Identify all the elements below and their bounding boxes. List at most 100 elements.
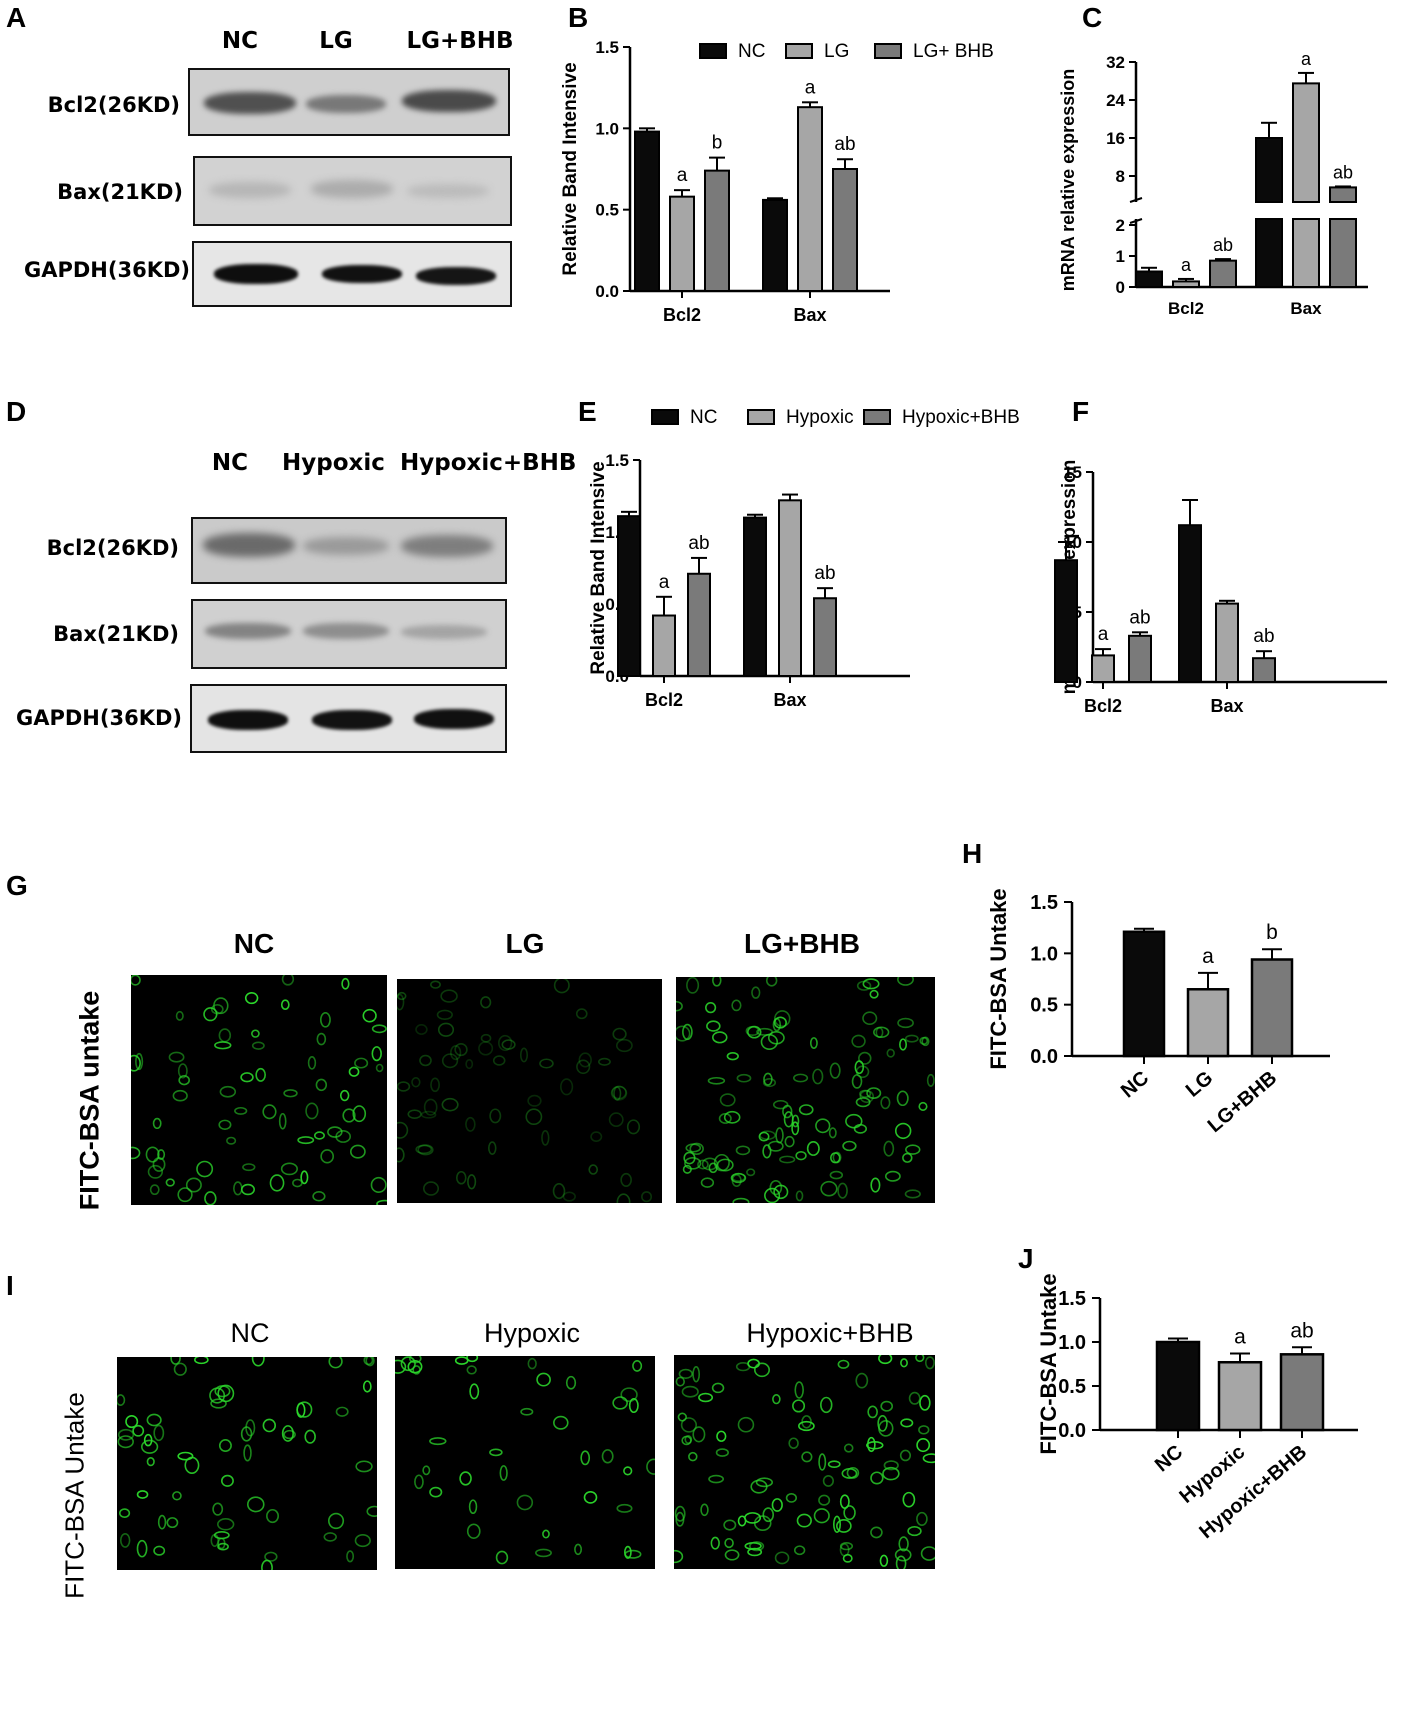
blot-band — [322, 265, 402, 283]
fluorescent-cells — [676, 977, 935, 1203]
fluorescent-cell — [839, 1494, 850, 1510]
fluorescent-cell — [220, 1474, 234, 1487]
fluorescent-cell — [407, 1359, 423, 1374]
fluorescent-cell — [611, 1085, 627, 1100]
fluorescent-cell — [900, 1358, 908, 1368]
blot-band — [416, 267, 496, 285]
fluorescent-cell — [920, 1546, 935, 1561]
fluorescent-cell — [440, 989, 458, 1003]
fluorescent-cell — [793, 1545, 806, 1556]
fluorescent-cell — [305, 1102, 319, 1120]
fluorescent-cell — [376, 1199, 387, 1205]
fluorescent-cell — [897, 1017, 914, 1029]
micrograph-g-column-label: NC — [233, 928, 275, 959]
micrograph-g-column-label: LG+BHB — [744, 928, 860, 959]
fluorescent-cell — [841, 1467, 858, 1479]
fluorescent-cell — [466, 1365, 477, 1375]
fluorescent-cell — [411, 1077, 421, 1088]
fluorescent-cell — [218, 1119, 232, 1130]
micrograph-i-column-label: NC — [230, 1318, 270, 1348]
fluorescent-cell — [422, 1465, 431, 1476]
blot-a-gapdh-membrane — [192, 241, 512, 307]
fluorescent-cell — [397, 993, 405, 1011]
legend-swatch — [699, 43, 727, 59]
fluorescent-cell — [539, 1058, 554, 1069]
fluorescent-cell — [217, 1537, 226, 1550]
fluorescent-cell — [498, 1034, 513, 1052]
fluorescent-cell — [924, 1356, 935, 1370]
fluorescent-cell — [895, 1555, 907, 1569]
fluorescent-cell — [919, 1036, 929, 1045]
fluorescent-cell — [883, 1140, 895, 1157]
significance-label: ab — [834, 134, 855, 155]
fluorescent-cell — [240, 1072, 254, 1083]
fluorescent-cell — [682, 1164, 692, 1174]
fluorescent-cell — [218, 1439, 232, 1453]
fluorescent-cell — [450, 1045, 462, 1061]
fluorescent-cell — [877, 1414, 888, 1432]
blot-band — [401, 625, 487, 639]
fluorescent-cell — [856, 980, 872, 991]
fluorescent-cell — [859, 1089, 874, 1104]
bar — [813, 597, 837, 678]
significance-label: a — [1181, 255, 1192, 275]
fluorescent-cell — [117, 1394, 126, 1406]
fluorescent-cell — [565, 1375, 577, 1390]
fluorescent-cell — [676, 1000, 683, 1012]
fluorescent-cell — [141, 1439, 159, 1454]
fluorescent-cell — [894, 1122, 912, 1140]
fluorescent-cell — [862, 1011, 878, 1026]
fluorescent-cell — [851, 1074, 863, 1089]
fluorescent-cell — [194, 1357, 209, 1365]
fluorescent-cell — [902, 1152, 913, 1163]
fluorescent-cell — [478, 1041, 494, 1056]
fluorescent-cell — [214, 1041, 232, 1050]
bar — [704, 169, 730, 292]
fluorescent-cell — [862, 978, 880, 990]
fluorescent-cell — [646, 1458, 655, 1475]
fluorescent-cell — [792, 1399, 806, 1413]
significance-label: ab — [1253, 626, 1274, 647]
bar — [1255, 137, 1283, 203]
fluorescent-cell — [774, 1551, 790, 1565]
x-tick-label: Bcl2 — [1084, 696, 1122, 716]
y-tick-label: 32 — [1106, 53, 1125, 72]
micrograph-i-column-label: Hypoxic — [483, 1318, 581, 1348]
fluorescent-cell — [762, 1144, 772, 1159]
fluorescent-cell — [616, 1193, 631, 1203]
fluorescent-cell — [251, 1357, 265, 1367]
significance-label: a — [1202, 945, 1214, 968]
fluorescent-cell — [916, 1438, 931, 1453]
panel-letter-g: G — [6, 870, 28, 901]
legend-label: LG — [824, 41, 849, 62]
fluorescent-cell — [624, 1545, 632, 1559]
fluorescent-cell — [233, 1181, 243, 1196]
fluorescent-cell — [454, 1356, 469, 1365]
fluorescent-cell — [535, 1548, 552, 1558]
fluorescent-cell — [779, 1155, 796, 1164]
x-tick-label: Bax — [1290, 299, 1322, 318]
fluorescent-cell — [870, 1177, 881, 1193]
fluorescent-cell — [465, 1058, 474, 1070]
fluorescent-cell — [692, 1426, 706, 1443]
fluorescent-cell — [772, 1394, 781, 1405]
fluorescent-cell — [708, 1474, 725, 1484]
fluorescent-cell — [598, 1057, 611, 1066]
x-tick-label: Bcl2 — [645, 690, 683, 710]
bar — [669, 195, 695, 292]
bar-lower-segment — [1292, 218, 1320, 288]
fluorescent-cell — [316, 1032, 327, 1046]
bar — [617, 515, 641, 677]
fluorescent-cell — [750, 1479, 768, 1494]
fluorescent-cell — [436, 1009, 453, 1020]
fluorescent-cell — [172, 1089, 188, 1102]
blot-a-row-label: Bcl2(26KD) — [47, 93, 180, 117]
fluorescent-cell — [732, 1197, 750, 1203]
fluorescent-cell — [488, 1141, 497, 1155]
fluorescent-cell — [562, 1191, 576, 1202]
fluorescent-cell — [684, 1435, 693, 1444]
fluorescent-cell — [437, 1022, 455, 1037]
blot-d-gapdh-membrane — [190, 684, 507, 753]
blot-d-bax-membrane — [191, 599, 507, 669]
fluorescent-cell — [632, 1360, 643, 1372]
